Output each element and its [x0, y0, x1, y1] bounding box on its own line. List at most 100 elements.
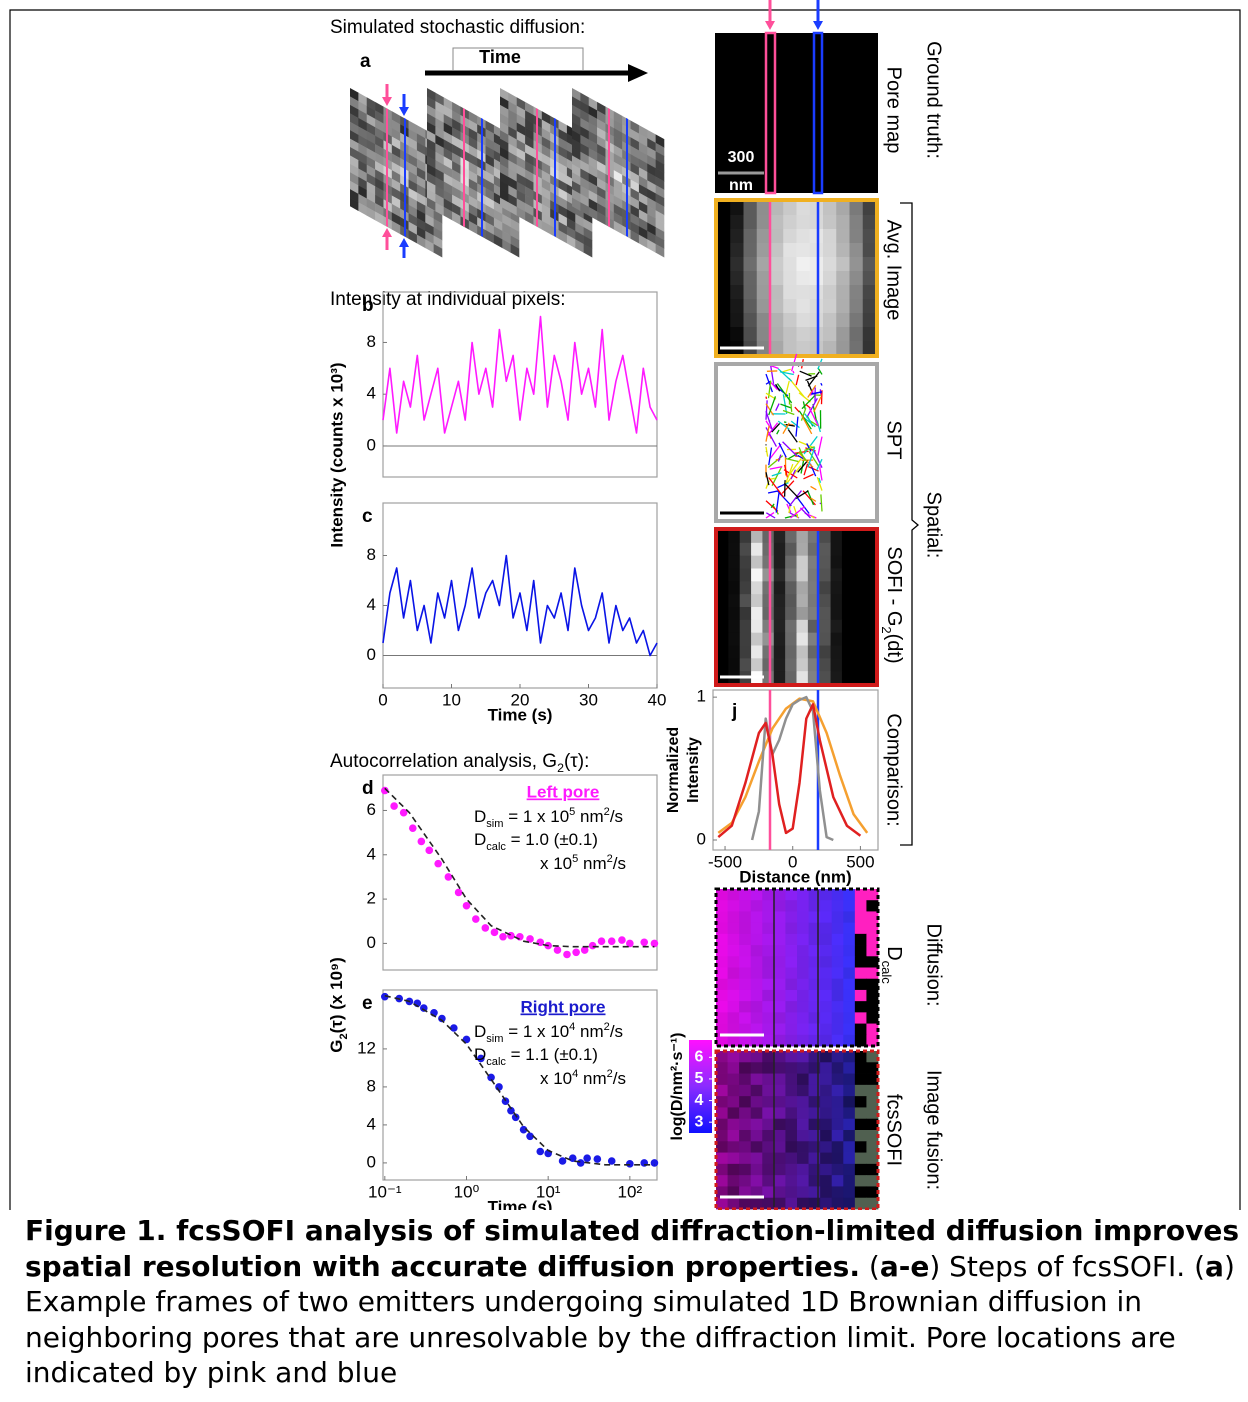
avg-pixel — [756, 327, 771, 342]
frame-pixel — [366, 114, 376, 128]
avg-pixel — [730, 257, 744, 272]
diffusion-pixel — [716, 933, 728, 946]
fusion-pixel — [808, 1084, 821, 1097]
frame-pixel — [485, 128, 495, 143]
frame-pixel — [508, 168, 518, 183]
frame-pixel — [408, 213, 418, 227]
data-point — [462, 901, 471, 910]
frame-pixel — [638, 192, 648, 207]
frame-pixel — [655, 184, 665, 199]
fusion-pixel — [785, 1130, 798, 1142]
sofi-pixel — [807, 555, 820, 569]
sofi-pixel — [785, 632, 797, 646]
diffusion-pixel — [866, 911, 879, 924]
frame-pixel — [500, 121, 509, 136]
frame-pixel — [358, 160, 368, 174]
fusion-pixel — [750, 1130, 763, 1142]
fusion-pixel — [797, 1062, 809, 1074]
sofi-pixel — [864, 568, 877, 582]
diffusion-pixel — [773, 945, 786, 957]
fusion-pixel — [750, 1141, 763, 1153]
sofi-pixel — [864, 542, 877, 557]
fusion-pixel — [716, 1197, 728, 1210]
frame-pixel — [541, 119, 551, 134]
diffusion-pixel — [750, 1034, 763, 1047]
data-point — [640, 938, 649, 947]
frame-pixel — [613, 170, 623, 184]
spt-track — [806, 443, 812, 452]
fusion-pixel — [797, 1152, 809, 1165]
x-tick-label: 0 — [378, 690, 387, 709]
avg-pixel — [743, 299, 758, 314]
fusion-pixel — [716, 1163, 728, 1176]
data-point — [553, 946, 562, 954]
frame-pixel — [435, 193, 445, 208]
frame-pixel — [375, 101, 384, 116]
fusion-pixel — [750, 1096, 763, 1108]
sofi-pixel — [841, 530, 854, 544]
sofi-pixel — [785, 607, 797, 621]
diffusion-pixel — [797, 1001, 809, 1013]
fusion-pixel — [739, 1073, 752, 1086]
avg-pixel — [862, 327, 877, 342]
frame-pixel — [435, 143, 445, 157]
scale-text: 300 — [728, 149, 755, 166]
fusion-pixel — [773, 1051, 786, 1063]
diffusion-pixel — [750, 1012, 763, 1024]
data-point — [536, 1147, 545, 1156]
sofi-pixel — [728, 581, 741, 595]
frame-pixel — [433, 243, 443, 258]
data-point — [576, 1159, 585, 1167]
frame-pixel — [427, 163, 436, 178]
fusion-pixel — [854, 1163, 867, 1176]
sofi-pixel — [728, 619, 741, 634]
text-run: /s — [610, 1022, 623, 1041]
sofi-pixel — [773, 607, 786, 621]
pore-band — [812, 31, 824, 195]
frame-pixel — [500, 180, 509, 195]
spt-track — [776, 429, 780, 435]
annotation: x 105 nm2/s — [540, 853, 626, 874]
spt-track — [793, 505, 799, 519]
pore-title: Right pore — [521, 997, 606, 1016]
sofi-pixel — [717, 645, 729, 659]
fusion-pixel — [854, 1051, 867, 1063]
sofi-pixel — [762, 581, 775, 595]
frame-pixel — [630, 145, 640, 160]
frame-pixel — [452, 186, 461, 200]
sofi-pixel — [819, 671, 831, 685]
fusion-pixel — [797, 1130, 809, 1142]
diffusion-pixel — [727, 978, 740, 991]
text-run: 5 — [569, 806, 575, 818]
fusion-pixel — [750, 1073, 763, 1086]
fusion-pixel — [808, 1118, 821, 1131]
figure: Simulated stochastic diffusion: Intensity… — [9, 0, 1241, 1210]
time-arrow-head — [628, 64, 648, 82]
sofi-pixel — [751, 658, 763, 672]
sofi-pixel — [853, 530, 866, 544]
data-point — [507, 1106, 515, 1115]
frame-pixel — [500, 130, 509, 144]
avg-pixel — [862, 243, 877, 258]
sofi-pixel — [773, 568, 786, 582]
frame-pixel — [452, 135, 461, 150]
fusion-pixel — [750, 1084, 763, 1097]
pore-arrow-head — [813, 21, 823, 30]
fusion-pixel — [820, 1107, 833, 1120]
frame-pixel — [613, 144, 623, 159]
fusion-pixel — [716, 1062, 728, 1074]
avg-pixel — [770, 215, 784, 230]
avg-pixel — [770, 229, 784, 244]
frame-pixel — [508, 143, 518, 157]
fusion-pixel — [843, 1152, 856, 1165]
spt-track — [775, 493, 780, 513]
frame-pixel — [647, 239, 656, 253]
sofi-pixel — [830, 632, 843, 646]
avg-pixel — [796, 215, 811, 230]
frame-pixel — [416, 226, 426, 240]
avg-pixel — [809, 327, 824, 342]
data-point — [618, 936, 626, 944]
fusion-pixel — [773, 1186, 786, 1199]
fusion-pixel — [854, 1096, 867, 1108]
frame-pixel — [655, 168, 665, 182]
